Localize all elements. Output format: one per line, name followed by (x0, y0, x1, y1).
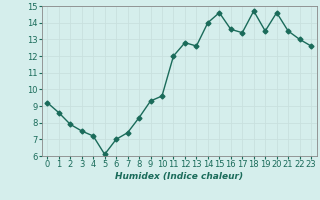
X-axis label: Humidex (Indice chaleur): Humidex (Indice chaleur) (115, 172, 243, 181)
